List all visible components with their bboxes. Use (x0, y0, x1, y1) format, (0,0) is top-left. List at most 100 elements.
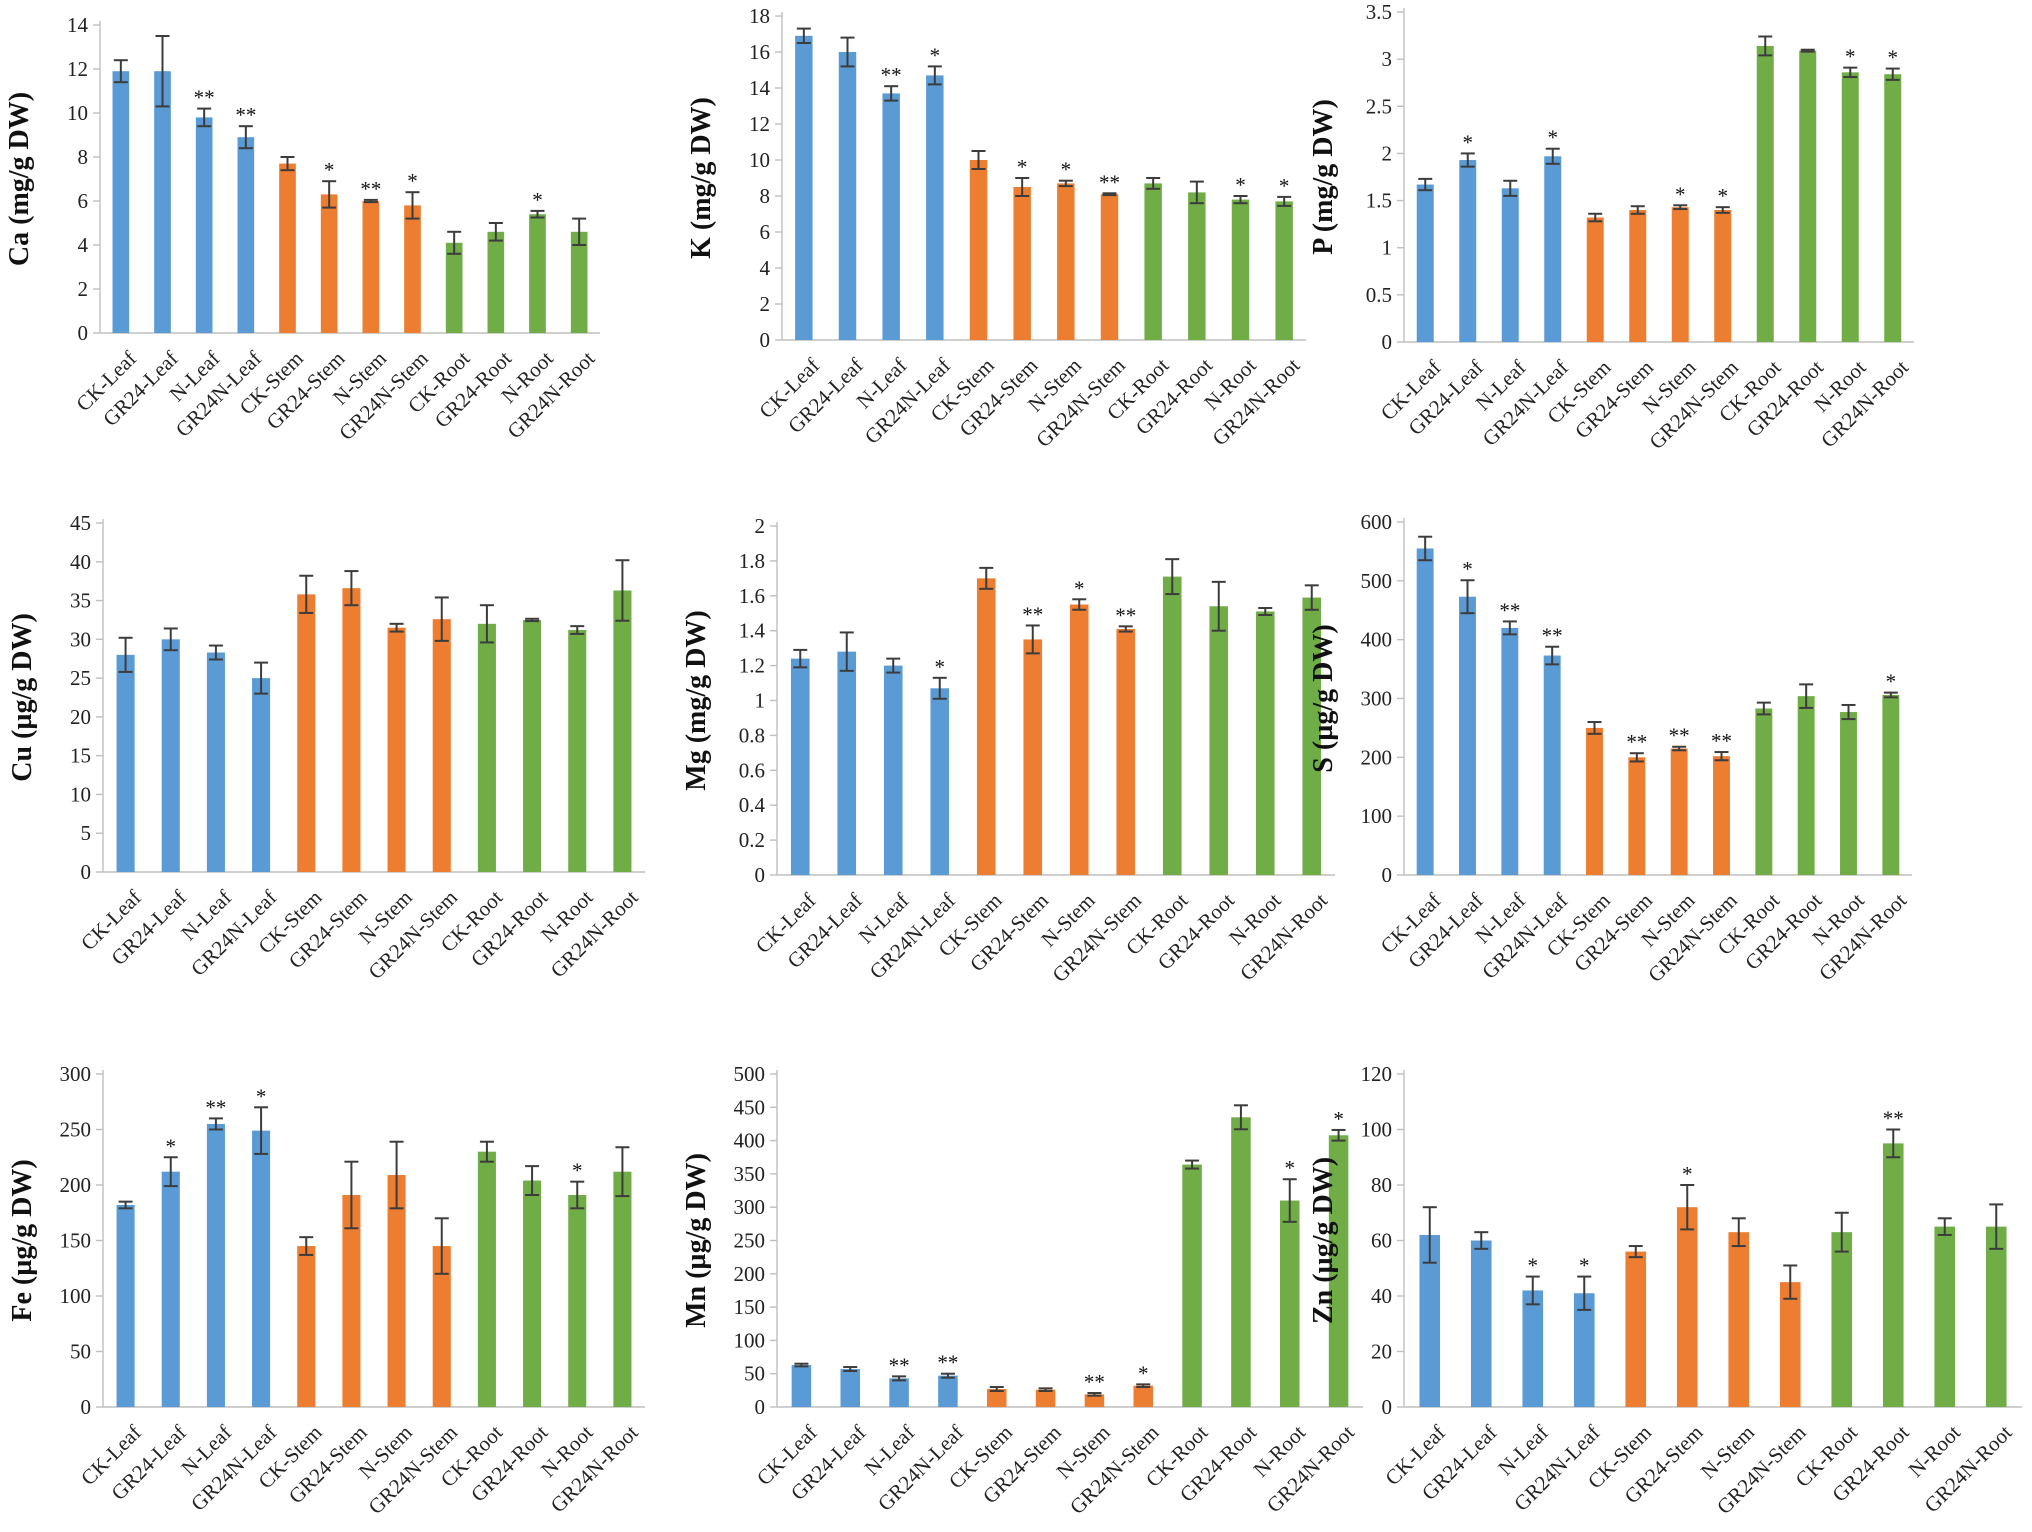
error-bar (280, 156, 295, 172)
bar-n-leaf (1501, 627, 1519, 875)
bar-n-root (529, 214, 546, 333)
error-bar (1630, 205, 1645, 215)
bar-gr24-stem (1628, 757, 1646, 875)
y-tick-label: 50 (744, 1362, 765, 1386)
bar-n-leaf (883, 665, 903, 875)
significance-marker: * (1138, 1361, 1149, 1385)
error-bar (389, 622, 404, 633)
y-tick-label: 2 (78, 277, 89, 301)
bar-ck-root (477, 1151, 496, 1407)
error-bar (1072, 598, 1087, 611)
error-bar (1136, 1383, 1151, 1389)
bar-ck-stem (986, 1389, 1007, 1407)
bar-gr24-root (1231, 1117, 1251, 1407)
significance-marker: ** (360, 177, 381, 201)
error-bar (1304, 584, 1319, 611)
y-tick-label: 400 (734, 1129, 766, 1153)
error-bar (1758, 35, 1773, 57)
significance-marker: * (1888, 46, 1899, 70)
bar-gr24n-stem (404, 205, 421, 333)
error-bar (525, 1165, 540, 1196)
bar-n-root (568, 630, 587, 872)
error-bar (1799, 683, 1814, 709)
y-tick-label: 600 (1361, 510, 1393, 534)
error-bar (1025, 624, 1040, 655)
bar-ck-stem (1625, 1251, 1647, 1407)
bar-ck-leaf (116, 654, 135, 872)
y-tick-label: 300 (734, 1195, 766, 1219)
error-bar (1588, 212, 1603, 223)
y-tick-label: 8 (760, 184, 771, 208)
bar-n-stem (1670, 748, 1688, 875)
bar-gr24n-root (1328, 1135, 1349, 1407)
bar-n-root (1840, 712, 1857, 875)
y-tick-label: 25 (70, 666, 91, 690)
bar-ck-leaf (790, 658, 810, 875)
error-bar (525, 617, 540, 623)
bar-n-leaf (1522, 1290, 1544, 1407)
significance-marker: * (1845, 45, 1856, 69)
error-bar (1146, 177, 1161, 190)
bar-ck-root (1756, 45, 1774, 342)
significance-marker: * (166, 1134, 177, 1158)
error-bar (1783, 1264, 1798, 1300)
error-bar (1418, 177, 1433, 192)
y-tick-label: 45 (70, 511, 91, 535)
y-tick-label: 0 (755, 1395, 766, 1419)
y-tick-label: 0.5 (1366, 283, 1392, 307)
bar-gr24-stem (342, 588, 361, 872)
y-tick-label: 0 (1382, 330, 1393, 354)
bar-ck-stem (976, 578, 996, 875)
y-tick-label: 1.4 (739, 619, 766, 643)
significance-marker: * (1074, 576, 1085, 600)
y-tick-label: 150 (60, 1229, 92, 1253)
significance-marker: * (1463, 130, 1474, 154)
bar-ck-stem (969, 160, 988, 340)
error-bar (1629, 752, 1644, 763)
y-tick-label: 0 (755, 863, 766, 887)
error-bar (1989, 1203, 2004, 1250)
y-tick-label: 8 (78, 145, 89, 169)
y-tick-label: 5 (81, 821, 92, 845)
bar-gr24n-stem (1116, 628, 1136, 875)
error-bar (1545, 645, 1560, 666)
bar-gr24n-stem (432, 1246, 451, 1407)
chart-p: 00.511.522.533.5P (mg/g DW)CK-Leaf*GR24-… (1308, 0, 1914, 454)
bar-gr24-leaf (1459, 596, 1476, 875)
error-bar (1680, 1184, 1695, 1231)
error-bar (1474, 1231, 1489, 1250)
error-bar (1628, 1245, 1643, 1259)
y-tick-label: 6 (78, 189, 89, 213)
bar-gr24n-stem (1100, 194, 1119, 340)
error-bar (1841, 703, 1856, 721)
error-bar (113, 59, 128, 84)
significance-marker: ** (1022, 602, 1043, 626)
y-tick-label: 3.5 (1366, 0, 1392, 24)
bar-ck-root (1831, 1232, 1853, 1407)
error-bar (1714, 751, 1729, 762)
significance-marker: ** (1542, 624, 1563, 648)
y-tick-label: 2 (1382, 141, 1393, 165)
error-bar (479, 1140, 494, 1163)
error-bar (254, 1106, 269, 1155)
error-bar (163, 627, 178, 652)
error-bar (434, 596, 449, 642)
bar-n-root (1255, 611, 1275, 875)
error-bar (1058, 179, 1073, 188)
bar-ck-leaf (795, 35, 813, 341)
significance-marker: ** (1669, 724, 1690, 748)
bar-ck-leaf (1416, 548, 1434, 875)
bar-ck-root (1755, 708, 1773, 875)
significance-marker: * (930, 43, 941, 67)
error-bar (927, 65, 942, 86)
error-bar (488, 222, 503, 242)
bar-gr24-root (1209, 606, 1229, 875)
bar-ck-root (1182, 1164, 1202, 1407)
error-bar (1843, 66, 1858, 79)
significance-marker: ** (1084, 1370, 1105, 1394)
bar-ck-root (1144, 183, 1162, 340)
error-bar (1233, 1104, 1248, 1131)
error-bar (1258, 607, 1273, 616)
